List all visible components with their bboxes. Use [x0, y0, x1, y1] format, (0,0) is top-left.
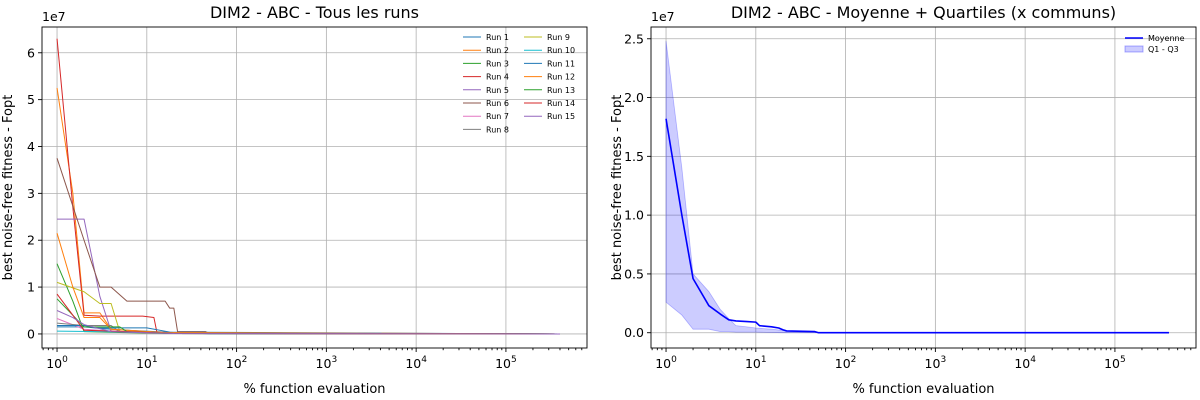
legend-label: Run 10 [547, 46, 575, 55]
series-line-run-4 [56, 38, 560, 335]
quartile-band [665, 41, 1169, 334]
legend-label: Run 8 [486, 125, 509, 134]
legend-label: Run 3 [486, 59, 509, 68]
right-x-tick-label: 104 [1014, 355, 1036, 371]
left-x-tick-label: 105 [495, 355, 517, 371]
series-line-run-2 [56, 87, 560, 335]
series-line-run-9 [56, 281, 560, 335]
right-y-tick-label: 0.0 [624, 325, 644, 340]
right-plot-frame [650, 26, 1197, 349]
legend-label: Run 14 [547, 99, 575, 108]
left-legend: Run 1 Run 2 Run 3 Run 4 Run 5 Run 6 Run 7 Run 8… [463, 33, 575, 134]
right-y-tick-label: 0.5 [624, 266, 644, 281]
right-y-tick-label: 2.5 [624, 31, 644, 46]
legend-label: Run 9 [547, 33, 570, 42]
left-y-offset-text: 1e7 [42, 9, 66, 24]
left-y-tick-label: 0 [27, 326, 35, 341]
left-y-tick-label: 3 [27, 186, 35, 201]
right-x-tick-label: 102 [835, 355, 857, 371]
right-chart-panel: 100 101 102 103 104 105 0.0 0.5 1.0 1.5 2.0 2.5 DIM… [610, 3, 1197, 397]
left-y-tick-label: 2 [27, 233, 35, 248]
left-y-tick-label: 6 [27, 45, 35, 60]
left-plot-frame [41, 26, 588, 349]
left-x-axis-label: % function evaluation [243, 382, 385, 397]
series-line-run-6 [56, 158, 560, 335]
right-x-tick-label: 103 [925, 355, 947, 371]
legend-label: Run 1 [486, 33, 509, 42]
left-y-axis-label: best noise-free fitness - Fopt [1, 95, 16, 281]
legend-label: Run 4 [486, 73, 509, 82]
legend-label: Run 7 [486, 112, 509, 121]
legend-label: Run 6 [486, 99, 509, 108]
right-y-axis-label: best noise-free fitness - Fopt [610, 95, 625, 281]
left-chart-title: DIM2 - ABC - Tous les runs [210, 3, 419, 22]
left-x-tick-label: 102 [226, 355, 248, 371]
legend-label: Run 2 [486, 46, 509, 55]
right-x-tick-label: 101 [745, 355, 767, 371]
series-line-run-3 [56, 263, 560, 335]
series-line-run-12 [56, 233, 560, 335]
right-x-tick-label: 105 [1104, 355, 1126, 371]
legend-label: Run 11 [547, 59, 575, 68]
left-y-tick-label: 4 [27, 139, 35, 154]
right-legend: Moyenne Q1 - Q3 [1124, 34, 1185, 54]
legend-label: Run 13 [547, 86, 575, 95]
legend-label: Q1 - Q3 [1148, 45, 1179, 54]
right-x-tick-label: 100 [655, 355, 677, 371]
legend-label: Moyenne [1148, 34, 1185, 43]
legend-label: Run 5 [486, 86, 509, 95]
series-line-run-15 [56, 310, 560, 335]
legend-label: Run 12 [547, 73, 575, 82]
right-y-tick-label: 2.0 [624, 90, 644, 105]
right-y-tick-label: 1.0 [624, 208, 644, 223]
left-x-tick-label: 103 [316, 355, 338, 371]
left-y-tick-label: 5 [27, 92, 35, 107]
left-x-tick-label: 100 [46, 355, 68, 371]
left-y-tick-label: 1 [27, 280, 35, 295]
right-x-axis-label: % function evaluation [852, 382, 994, 397]
left-x-tick-label: 104 [405, 355, 427, 371]
right-y-offset-text: 1e7 [651, 9, 675, 24]
legend-band-swatch [1124, 45, 1144, 53]
legend-label: Run 15 [547, 112, 575, 121]
right-y-tick-label: 1.5 [624, 149, 644, 164]
left-chart-panel: 100 101 102 103 104 105 0 1 2 3 4 5 6 DIM2 - ABC - T… [1, 3, 588, 397]
left-x-tick-label: 101 [136, 355, 158, 371]
series-line-run-5 [57, 218, 560, 335]
series-line-moyenne [665, 118, 1169, 334]
right-chart-title: DIM2 - ABC - Moyenne + Quartiles (x comm… [731, 3, 1116, 22]
